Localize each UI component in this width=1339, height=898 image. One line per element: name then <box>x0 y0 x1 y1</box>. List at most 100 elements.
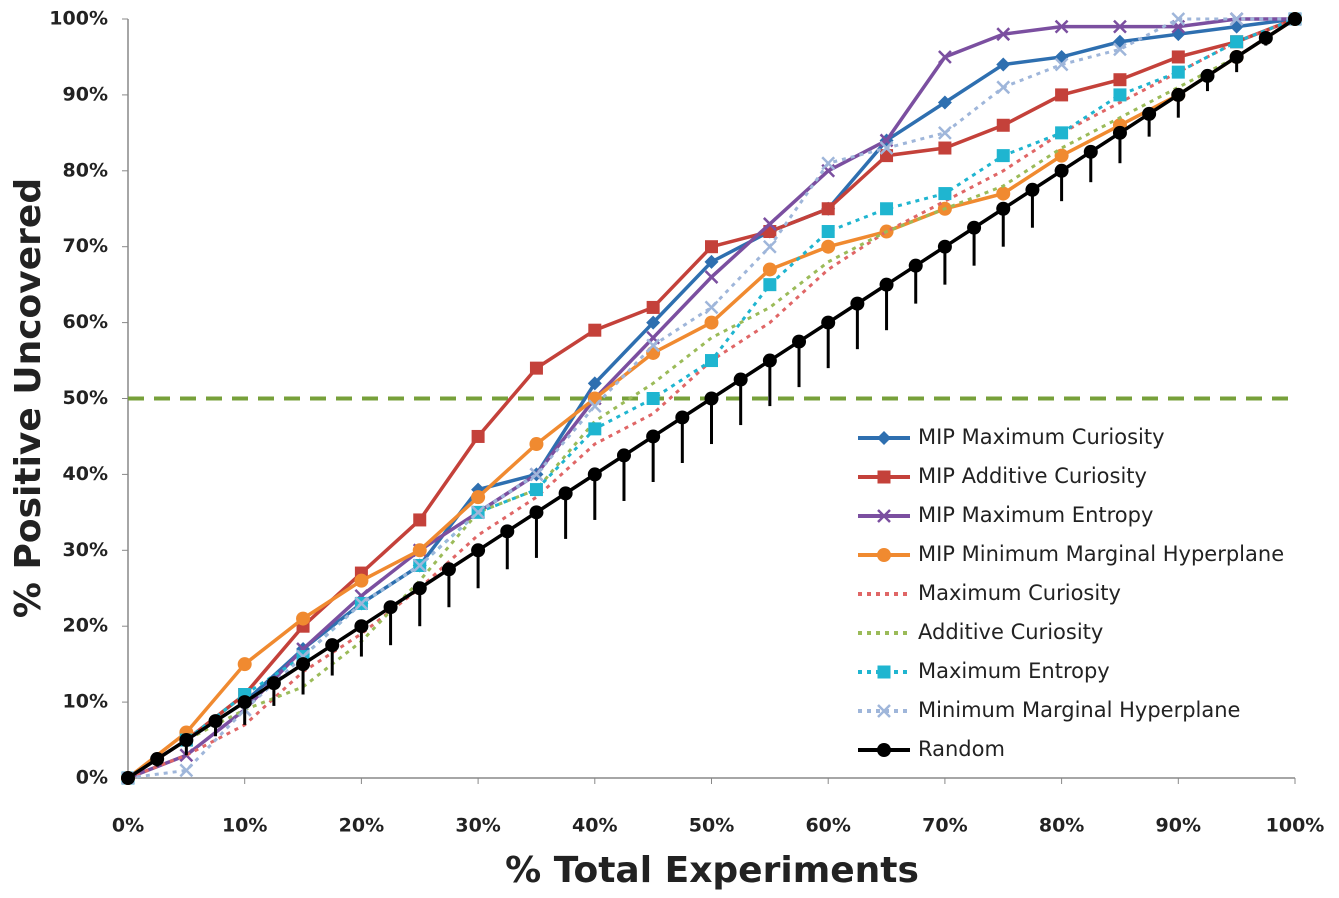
marker <box>325 638 340 653</box>
marker <box>616 448 631 463</box>
legend-label: Maximum Entropy <box>918 659 1110 683</box>
marker <box>237 657 252 672</box>
marker <box>587 399 602 413</box>
legend-label: Additive Curiosity <box>918 620 1103 644</box>
series <box>121 12 1302 785</box>
marker <box>588 323 602 337</box>
marker <box>558 486 573 501</box>
marker <box>150 752 165 767</box>
marker <box>821 202 835 216</box>
marker <box>1229 19 1244 34</box>
marker <box>1054 49 1069 64</box>
marker <box>704 391 719 406</box>
y-axis-title: % Positive Uncovered <box>8 178 49 618</box>
y-tick-label: 40% <box>63 463 108 485</box>
marker <box>646 300 660 314</box>
marker <box>1113 19 1127 34</box>
marker <box>996 27 1011 42</box>
y-tick-label: 70% <box>63 235 108 257</box>
marker <box>471 505 485 520</box>
marker <box>704 270 719 284</box>
x-tick-label: 100% <box>1266 815 1325 837</box>
marker <box>412 581 427 596</box>
marker <box>704 254 719 269</box>
marker <box>1229 49 1244 64</box>
marker <box>208 714 223 729</box>
y-tick-label: 20% <box>63 615 108 637</box>
marker <box>413 513 427 527</box>
marker <box>938 125 952 140</box>
marker <box>1229 12 1244 26</box>
marker <box>967 220 982 235</box>
marker <box>1025 182 1040 197</box>
x-tick-label: 70% <box>922 815 967 837</box>
marker <box>1054 19 1069 34</box>
marker <box>877 548 891 562</box>
marker <box>1142 106 1157 121</box>
marker <box>179 733 194 748</box>
marker <box>471 429 485 443</box>
marker <box>705 354 718 368</box>
x-tick-label: 90% <box>1156 815 1201 837</box>
marker <box>1055 88 1069 102</box>
marker <box>587 467 602 482</box>
y-tick-label: 10% <box>63 691 108 713</box>
x-tick-label: 10% <box>222 815 267 837</box>
marker <box>1258 30 1273 45</box>
marker <box>1055 126 1069 140</box>
marker <box>877 431 891 445</box>
marker <box>529 437 544 452</box>
marker <box>1054 163 1069 178</box>
marker <box>179 763 194 778</box>
marker <box>996 80 1011 95</box>
marker <box>877 665 891 679</box>
marker <box>529 505 544 520</box>
marker <box>1054 57 1069 72</box>
marker <box>587 391 602 406</box>
marker <box>1171 12 1186 26</box>
marker <box>850 296 865 311</box>
marker <box>1171 50 1185 64</box>
marker <box>1083 144 1098 159</box>
marker <box>1113 88 1127 102</box>
marker <box>763 278 777 292</box>
marker <box>646 392 660 405</box>
marker <box>646 345 661 360</box>
marker <box>704 315 719 330</box>
marker <box>996 201 1011 216</box>
marker <box>705 240 718 254</box>
y-tick-label: 60% <box>63 311 108 333</box>
legend-label: MIP Minimum Marginal Hyperplane <box>918 542 1284 566</box>
marker <box>877 509 891 523</box>
y-tick-label: 30% <box>63 539 108 561</box>
legend-label: MIP Maximum Entropy <box>918 503 1153 527</box>
marker <box>877 704 891 718</box>
x-tick-label: 80% <box>1039 815 1084 837</box>
marker <box>879 277 894 292</box>
marker <box>792 334 807 349</box>
marker <box>412 543 427 558</box>
marker <box>877 743 891 757</box>
marker <box>1171 87 1186 102</box>
marker <box>1288 12 1302 26</box>
marker <box>821 315 836 330</box>
marker <box>937 95 952 110</box>
y-tick-label: 0% <box>76 767 108 789</box>
legend-label: Maximum Curiosity <box>918 581 1121 605</box>
marker <box>500 524 515 539</box>
marker <box>1113 42 1127 57</box>
marker <box>1171 27 1186 42</box>
marker <box>996 118 1010 132</box>
y-tick-label: 90% <box>63 83 108 105</box>
legend-label: Minimum Marginal Hyperplane <box>918 698 1240 722</box>
marker <box>1113 73 1127 87</box>
marker <box>646 338 661 353</box>
marker <box>471 543 486 558</box>
marker <box>996 149 1010 163</box>
marker <box>938 50 952 64</box>
marker <box>529 483 543 497</box>
marker <box>587 376 602 391</box>
marker <box>296 611 311 626</box>
marker <box>762 353 777 368</box>
marker <box>704 300 719 315</box>
